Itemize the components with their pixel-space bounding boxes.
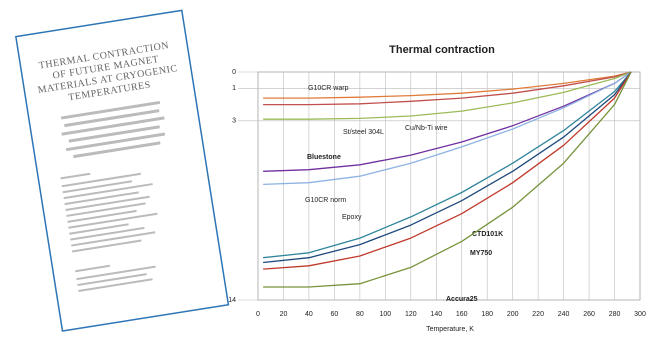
y-tick-label: 3 — [232, 118, 236, 125]
chart-title: Thermal contraction — [389, 44, 495, 56]
y-tick-label: 0 — [232, 69, 236, 76]
x-tick-label: 140 — [430, 311, 442, 318]
x-tick-label: 120 — [405, 311, 417, 318]
x-tick-label: 300 — [634, 311, 646, 318]
y-tick-label: 1 — [232, 85, 236, 92]
x-axis-label: Temperature, K — [426, 326, 474, 333]
x-tick-label: 100 — [379, 311, 391, 318]
screenshot: Thermal contraction Temperature, K 0 20 40… — [0, 0, 654, 338]
series-label: Accura25 — [446, 296, 478, 303]
x-tick-label: 40 — [305, 311, 313, 318]
series-line — [263, 72, 631, 258]
y-tick-label: 14 — [228, 297, 236, 304]
x-tick-label: 280 — [609, 311, 621, 318]
series-label: Epoxy — [342, 214, 362, 221]
x-tick-label: 220 — [532, 311, 544, 318]
series-line — [263, 72, 631, 119]
plot-frame — [258, 72, 640, 300]
x-tick-label: 20 — [280, 311, 288, 318]
x-tick-label: 160 — [456, 311, 468, 318]
series-label: Cu/Nb-Ti wire — [405, 125, 448, 132]
series-label: St/steel 304L — [343, 129, 384, 136]
series-label: G10CR norm — [305, 197, 346, 204]
series-label: MY750 — [470, 250, 492, 257]
series-label: G10CR warp — [308, 85, 349, 92]
x-tick-label: 80 — [356, 311, 364, 318]
x-tick-label: 180 — [481, 311, 493, 318]
x-tick-label: 260 — [583, 311, 595, 318]
chart: Thermal contraction Temperature, K 0 20 40… — [228, 44, 646, 333]
x-tick-label: 60 — [331, 311, 339, 318]
x-tick-label: 200 — [507, 311, 519, 318]
x-tick-label: 0 — [256, 311, 260, 318]
series-label: Bluestone — [307, 154, 341, 161]
x-tick-label: 240 — [558, 311, 570, 318]
